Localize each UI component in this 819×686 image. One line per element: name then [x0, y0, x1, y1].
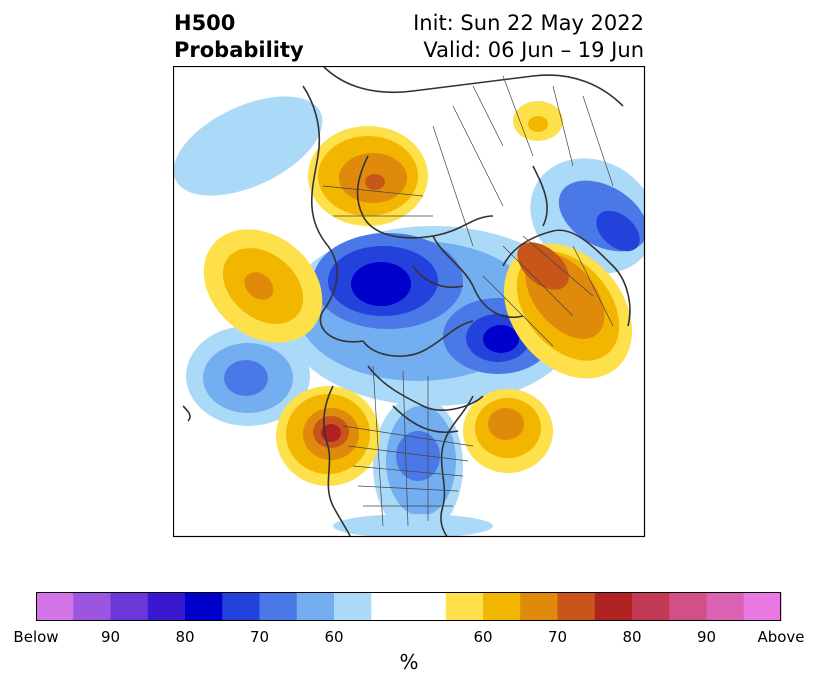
above-normal-region-kamchatka	[308, 126, 428, 226]
colorbar-unit-label: %	[399, 650, 419, 674]
title-field: Probability	[174, 38, 304, 62]
colorbar-cell	[557, 592, 596, 621]
colorbar-cell	[706, 592, 745, 621]
colorbar-cell	[36, 592, 74, 621]
colorbar-cell	[408, 592, 447, 621]
colorbar-cell	[73, 592, 111, 621]
colorbar-tick-label: 70	[249, 628, 270, 646]
colorbar-cell	[445, 592, 484, 621]
init-date: Init: Sun 22 May 2022	[413, 11, 644, 35]
colorbar-cell	[334, 592, 372, 621]
colorbar-tick-label: 60	[473, 628, 493, 646]
map-frame	[173, 66, 646, 538]
title-variable: H500	[174, 11, 236, 35]
below-normal-region-pacific	[186, 326, 310, 426]
colorbar-tick-label: 70	[547, 628, 568, 646]
colorbar-tick-label: Above	[757, 628, 805, 646]
valid-range: Valid: 06 Jun – 19 Jun	[423, 38, 644, 62]
colorbar-frame	[36, 592, 781, 621]
colorbar-cell	[185, 592, 223, 621]
colorbar-cell	[520, 592, 558, 621]
below-normal-region-northpacific	[173, 96, 323, 196]
colorbar-cell	[743, 592, 782, 621]
political-borders	[322, 75, 614, 527]
above-normal-region-atlantic	[463, 389, 553, 473]
colorbar-tick-label: 90	[100, 628, 121, 646]
colorbar-cell	[296, 592, 335, 621]
coastlines	[182, 66, 631, 537]
colorbar-tick-label: 80	[622, 628, 642, 646]
colorbar-cell	[483, 592, 521, 621]
colorbar-tick-label: 80	[175, 628, 195, 646]
colorbar-tick-label: 60	[324, 628, 344, 646]
map-title: H500 Probability	[174, 10, 304, 64]
colorbar-cell	[110, 592, 149, 621]
colorbar-cell	[371, 592, 409, 621]
colorbar-cell	[222, 592, 260, 621]
colorbar-cell	[669, 592, 707, 621]
colorbar-cell	[594, 592, 633, 621]
above-normal-region-westpacific	[203, 229, 323, 343]
colorbar-tick-label: 90	[696, 628, 717, 646]
colorbar-cell	[632, 592, 670, 621]
colorbar	[36, 592, 782, 621]
above-normal-region-north	[513, 101, 563, 141]
above-normal-region-western-us	[276, 386, 380, 486]
colorbar-cell	[147, 592, 186, 621]
colorbar-cell	[259, 592, 298, 621]
colorbar-tick-label: Below	[13, 628, 59, 646]
below-normal-region-siberia	[530, 158, 645, 274]
probability-map	[173, 66, 646, 538]
map-dates: Init: Sun 22 May 2022 Valid: 06 Jun – 19…	[413, 10, 644, 64]
